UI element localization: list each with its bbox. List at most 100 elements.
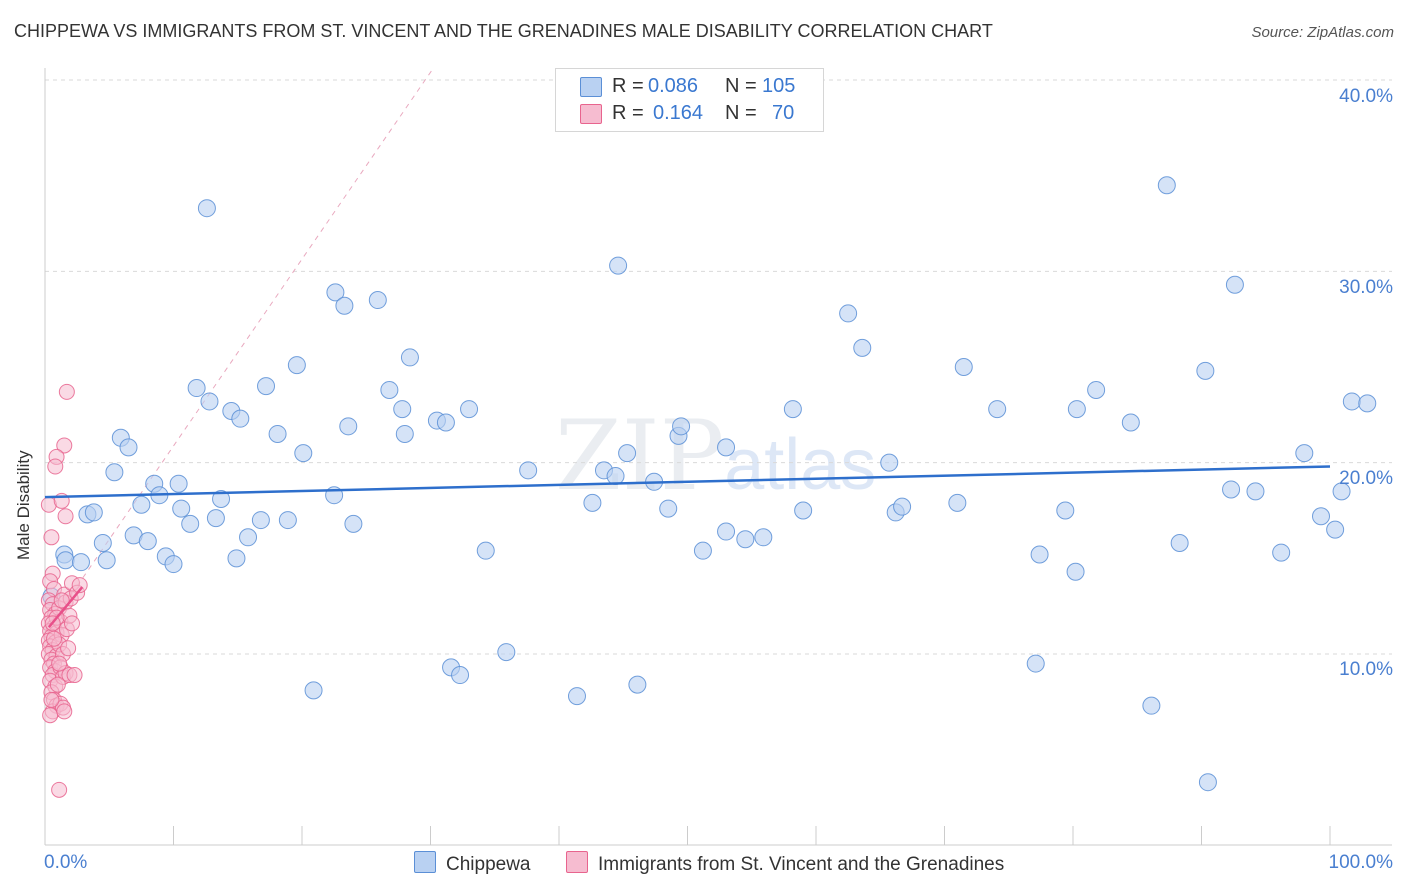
chippewa-point [200, 392, 219, 411]
chippewa-point [97, 551, 116, 570]
chippewa-point [206, 509, 225, 528]
chippewa-point [339, 417, 358, 436]
chippewa-point [138, 532, 157, 551]
chippewa-point [1066, 562, 1085, 581]
chippewa-point [239, 528, 258, 547]
legend-swatch-blue [414, 851, 436, 873]
immigrants-point [57, 508, 74, 525]
chippewa-point [1170, 534, 1189, 553]
chippewa-point [187, 379, 206, 398]
chippewa-point [71, 553, 90, 572]
x-tick-label-max: 100.0% [1328, 852, 1393, 873]
chippewa-point [304, 681, 323, 700]
immigrants-point [51, 781, 68, 798]
immigrants-point [63, 615, 80, 632]
chippewa-point [609, 256, 628, 275]
chippewa-point [672, 417, 691, 436]
chippewa-point [231, 409, 250, 428]
chippewa-point [618, 444, 637, 463]
chippewa-point [84, 503, 103, 522]
chippewa-point [839, 304, 858, 323]
legend-label: Chippewa [446, 854, 531, 875]
chippewa-point [988, 400, 1007, 419]
legend-swatch-pink [566, 851, 588, 873]
chippewa-point [880, 453, 899, 472]
stats-n-label: N = [725, 102, 757, 124]
immigrants-point [43, 691, 60, 708]
legend-item-immigrants[interactable]: Immigrants from St. Vincent and the Gren… [566, 851, 1004, 876]
immigrants-point [66, 667, 83, 684]
legend-item-chippewa[interactable]: Chippewa [414, 851, 531, 876]
stats-n-label: N = [725, 75, 757, 97]
chippewa-point [251, 511, 270, 530]
stats-r-label: R = [612, 102, 644, 124]
chippewa-point [1087, 380, 1106, 399]
watermark-main: ZIP [555, 400, 725, 512]
chippewa-point [736, 530, 755, 549]
chippewa-point [497, 643, 516, 662]
immigrants-trend-line [47, 586, 84, 629]
immigrants-point [58, 383, 75, 400]
y-tick-label-10: 10.0% [1339, 659, 1393, 680]
chippewa-point [197, 199, 216, 218]
chippewa-point [257, 377, 276, 396]
chippewa-point [1246, 482, 1265, 501]
chippewa-point [1295, 444, 1314, 463]
chippewa-point [659, 499, 678, 518]
chippewa-point [853, 338, 872, 357]
chippewa-point [1332, 482, 1351, 501]
immigrants-point [60, 640, 77, 657]
stats-r-value: 0.164 [653, 102, 704, 124]
stats-swatch-blue [580, 77, 602, 97]
watermark: ZIPatlas [555, 400, 876, 512]
chippewa-point [783, 400, 802, 419]
chippewa-point [460, 400, 479, 419]
chippewa-point [335, 296, 354, 315]
chippewa-point [519, 461, 538, 480]
chippewa-point [1157, 176, 1176, 195]
chippewa-point [400, 348, 419, 367]
chippewa-point [287, 356, 306, 375]
chippewa-point [1142, 696, 1161, 715]
chart-title: CHIPPEWA VS IMMIGRANTS FROM ST. VINCENT … [14, 21, 993, 41]
chippewa-point [1196, 361, 1215, 380]
chippewa-point [1358, 394, 1377, 413]
immigrants-point [43, 529, 60, 546]
y-axis-label: Male Disability [14, 450, 33, 560]
chippewa-point [451, 666, 470, 685]
chippewa-point [717, 438, 736, 457]
reference-line [48, 68, 434, 628]
chippewa-point [606, 467, 625, 486]
immigrants-point [71, 577, 88, 594]
chippewa-point [181, 514, 200, 533]
chippewa-point [380, 380, 399, 399]
chippewa-point [628, 675, 647, 694]
source-label: Source: ZipAtlas.com [1251, 24, 1394, 41]
immigrants-point [53, 592, 70, 609]
chippewa-point [227, 549, 246, 568]
chippewa-point [1067, 400, 1086, 419]
chippewa-point [436, 413, 455, 432]
stats-box: R = 0.086 N = 105 R = 0.164 N = 70 [555, 68, 824, 132]
chippewa-point [119, 438, 138, 457]
chippewa-point [172, 499, 191, 518]
chippewa-point [1222, 480, 1241, 499]
chippewa-point [1342, 392, 1361, 411]
chippewa-point [583, 493, 602, 512]
chippewa-point [169, 474, 188, 493]
chippewa-point [212, 490, 231, 509]
chippewa-point [717, 522, 736, 541]
chippewa-point [1121, 413, 1140, 432]
chippewa-point [326, 283, 345, 302]
chippewa-point [754, 528, 773, 547]
chippewa-point [567, 687, 586, 706]
chippewa-point [893, 497, 912, 516]
chippewa-point [1312, 507, 1331, 526]
chippewa-point [93, 534, 112, 553]
chippewa-point [1026, 654, 1045, 673]
chippewa-point [476, 541, 495, 560]
chippewa-point [794, 501, 813, 520]
immigrants-point [56, 437, 73, 454]
chippewa-point [395, 424, 414, 443]
